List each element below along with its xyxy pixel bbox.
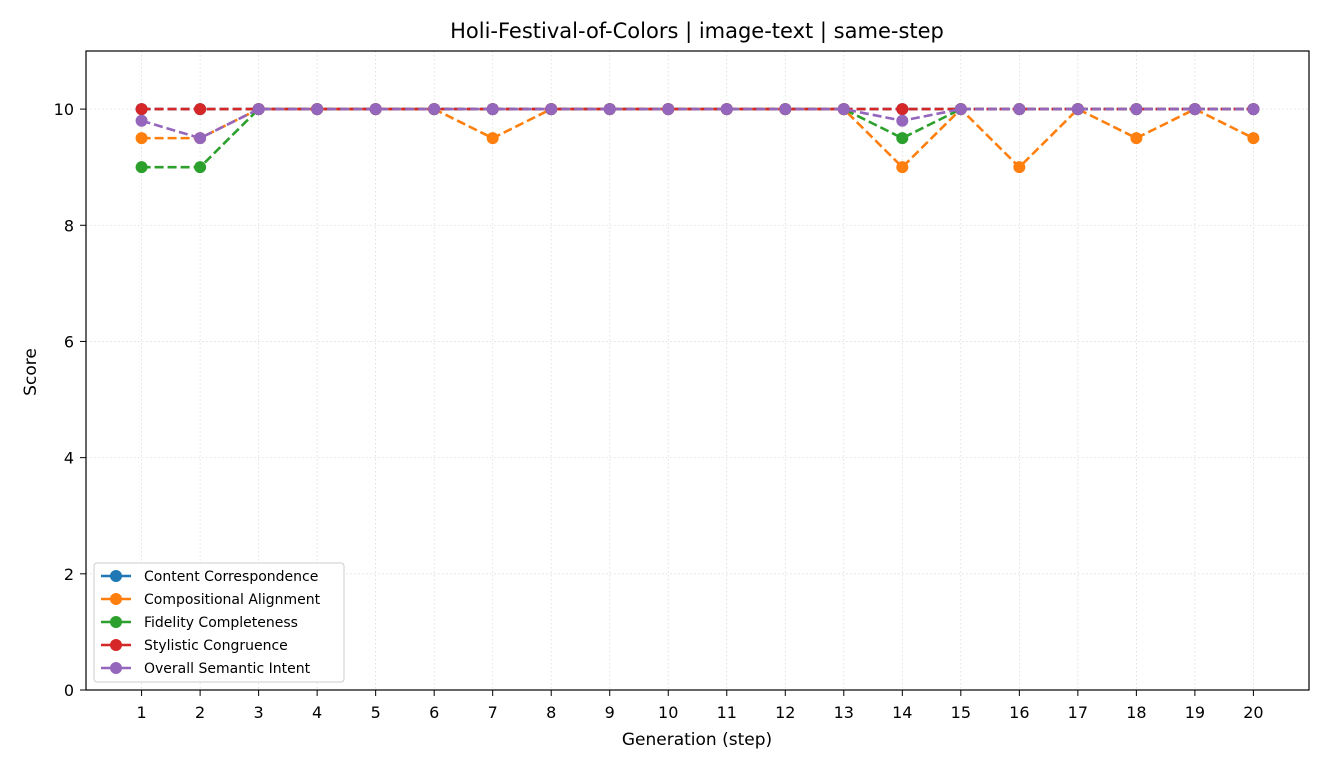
data-point xyxy=(954,103,967,116)
data-point xyxy=(486,132,499,145)
legend-label: Content Correspondence xyxy=(144,569,318,585)
plot-frame xyxy=(85,50,1310,691)
series-overall-semantic-intent xyxy=(135,103,1260,145)
data-point xyxy=(135,132,148,145)
data-point xyxy=(896,132,909,145)
data-point xyxy=(1247,103,1260,116)
y-tick-label: 6 xyxy=(64,332,74,351)
x-tick-label: 2 xyxy=(195,703,205,722)
legend-item: Fidelity Completeness xyxy=(101,615,298,631)
x-tick-label: 4 xyxy=(312,703,322,722)
x-tick-label: 6 xyxy=(429,703,439,722)
data-point xyxy=(1013,161,1026,174)
legend-item: Compositional Alignment xyxy=(101,592,321,608)
data-point xyxy=(135,103,148,116)
data-point xyxy=(1130,103,1143,116)
data-point xyxy=(1188,103,1201,116)
data-point xyxy=(194,132,207,145)
y-tick-label: 0 xyxy=(64,681,74,700)
y-tick-label: 8 xyxy=(64,216,74,235)
data-point xyxy=(1071,103,1084,116)
data-point xyxy=(194,161,207,174)
data-point xyxy=(896,114,909,127)
x-tick-label: 11 xyxy=(717,703,737,722)
series-layer xyxy=(135,103,1260,174)
x-tick-label: 16 xyxy=(1009,703,1029,722)
x-tick-label: 14 xyxy=(892,703,912,722)
x-tick-label: 18 xyxy=(1126,703,1146,722)
data-point xyxy=(896,161,909,174)
x-axis-label: Generation (step) xyxy=(622,730,772,750)
x-tick-label: 17 xyxy=(1068,703,1088,722)
legend-item: Stylistic Congruence xyxy=(101,638,288,654)
legend-label: Stylistic Congruence xyxy=(144,638,288,654)
x-tick-label: 3 xyxy=(254,703,264,722)
series-line xyxy=(141,107,1254,140)
data-point xyxy=(369,103,382,116)
data-point xyxy=(311,103,324,116)
y-tick-label: 2 xyxy=(64,565,74,584)
chart-title: Holi-Festival-of-Colors | image-text | s… xyxy=(450,19,944,44)
x-tick-label: 20 xyxy=(1243,703,1263,722)
data-point xyxy=(662,103,675,116)
data-point xyxy=(603,103,616,116)
x-tick-label: 19 xyxy=(1185,703,1205,722)
legend-item: Content Correspondence xyxy=(101,569,318,585)
data-point xyxy=(252,103,265,116)
x-tick-label: 5 xyxy=(371,703,381,722)
data-point xyxy=(1013,103,1026,116)
legend-label: Compositional Alignment xyxy=(144,592,321,608)
legend-box xyxy=(93,562,345,683)
legend-marker xyxy=(110,639,122,651)
x-tick-label: 12 xyxy=(775,703,795,722)
legend-marker xyxy=(110,616,122,628)
legend: Content Correspondence Compositional Alig… xyxy=(93,562,345,683)
legend-marker xyxy=(110,593,122,605)
data-point xyxy=(545,103,558,116)
data-point xyxy=(779,103,792,116)
data-point xyxy=(486,103,499,116)
legend-marker xyxy=(110,662,122,674)
data-point xyxy=(720,103,733,116)
data-point xyxy=(1247,132,1260,145)
x-tick-label: 7 xyxy=(488,703,498,722)
x-tick-label: 10 xyxy=(658,703,678,722)
y-tick-label: 10 xyxy=(54,100,74,119)
legend-marker xyxy=(110,570,122,582)
data-point xyxy=(135,114,148,127)
y-tick-label: 4 xyxy=(64,449,74,468)
data-point xyxy=(837,103,850,116)
y-axis-label: Score xyxy=(21,348,41,396)
legend-label: Overall Semantic Intent xyxy=(144,661,311,677)
x-tick-label: 13 xyxy=(834,703,854,722)
x-tick-label: 15 xyxy=(951,703,971,722)
data-point xyxy=(194,103,207,116)
legend-item: Overall Semantic Intent xyxy=(101,661,311,677)
x-tick-label: 9 xyxy=(605,703,615,722)
x-tick-label: 8 xyxy=(546,703,556,722)
data-point xyxy=(135,161,148,174)
data-point xyxy=(428,103,441,116)
x-tick-label: 1 xyxy=(136,703,146,722)
legend-label: Fidelity Completeness xyxy=(144,615,298,631)
data-point xyxy=(1130,132,1143,145)
data-point xyxy=(896,103,909,116)
